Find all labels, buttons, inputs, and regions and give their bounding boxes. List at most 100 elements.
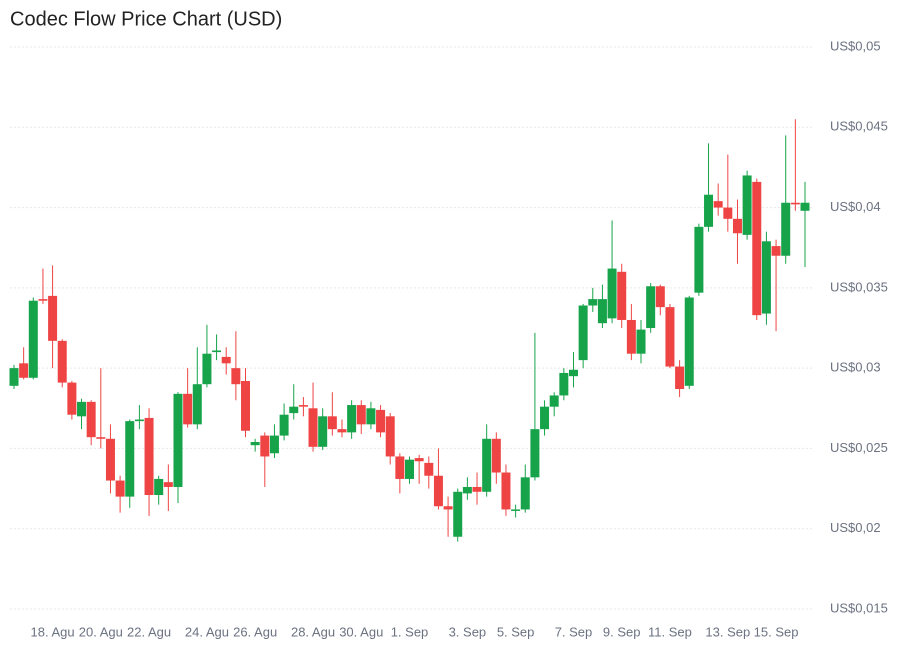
x-tick-label: 18. Agu <box>31 624 75 639</box>
candle-body <box>636 329 646 354</box>
candle-body <box>761 241 771 314</box>
candle-body <box>771 246 781 256</box>
y-tick-label: US$0,05 <box>830 38 881 53</box>
candle-body <box>617 271 627 320</box>
candle-body <box>154 478 164 495</box>
x-tick-label: 3. Sep <box>449 624 487 639</box>
candle-body <box>57 340 67 383</box>
candle-body <box>260 435 270 457</box>
x-tick-label: 28. Agu <box>291 624 335 639</box>
candle-body <box>385 416 395 457</box>
x-tick-label: 1. Sep <box>391 624 429 639</box>
candle-body <box>655 286 665 308</box>
candle-body <box>144 417 154 495</box>
x-tick-label: 7. Sep <box>555 624 593 639</box>
candle-body <box>501 472 511 510</box>
y-tick-label: US$0,035 <box>830 279 888 294</box>
candle-body <box>77 401 87 417</box>
candle-body <box>67 382 77 415</box>
x-tick-label: 22. Agu <box>127 624 171 639</box>
candle-body <box>472 486 482 492</box>
candle-body <box>665 307 675 367</box>
candle-body <box>530 429 540 478</box>
candle-body <box>549 395 559 407</box>
candle-body <box>318 416 328 447</box>
candle-body <box>607 268 617 319</box>
candle-body <box>183 393 193 425</box>
x-tick-label: 13. Sep <box>705 624 750 639</box>
y-tick-label: US$0,045 <box>830 119 888 134</box>
chart-title: Codec Flow Price Chart (USD) <box>10 8 282 30</box>
x-tick-label: 24. Agu <box>185 624 229 639</box>
candle-body <box>568 369 578 377</box>
candle-body <box>337 429 347 433</box>
candle-body <box>752 181 762 316</box>
y-tick-label: US$0,02 <box>830 520 881 535</box>
candle-body <box>279 414 289 436</box>
candle-body <box>742 175 752 235</box>
candle-body <box>9 368 19 386</box>
candle-body <box>578 305 588 361</box>
candle-body <box>405 459 414 479</box>
candle-body <box>221 356 231 364</box>
candle-body <box>443 506 453 510</box>
candle-body <box>115 480 125 497</box>
candle-body <box>540 406 550 430</box>
candle-body <box>800 202 810 211</box>
candle-body <box>173 393 183 487</box>
candle-body <box>96 437 106 439</box>
candle-body <box>202 353 212 385</box>
candle-body <box>376 409 386 433</box>
candle-body <box>28 300 38 378</box>
candle-body <box>694 226 704 293</box>
y-tick-label: US$0,015 <box>830 600 888 615</box>
candle-body <box>86 401 96 438</box>
candle-body <box>453 491 463 537</box>
candle-body <box>684 297 694 386</box>
candle-body <box>395 456 405 479</box>
candle-body <box>433 475 443 507</box>
candle-body <box>414 458 424 462</box>
candle-body <box>704 194 714 227</box>
candle-body <box>597 299 607 324</box>
x-tick-label: 15. Sep <box>754 624 799 639</box>
candle-body <box>250 442 260 446</box>
candle-body <box>163 482 173 487</box>
candle-body <box>347 405 357 433</box>
candle-body <box>308 408 318 447</box>
candle-body <box>356 405 366 425</box>
y-tick-label: US$0,025 <box>830 440 888 455</box>
candle-body <box>231 368 241 385</box>
candle-body <box>646 286 656 328</box>
x-tick-label: 30. Agu <box>339 624 383 639</box>
candle-body <box>48 295 58 341</box>
candle-body <box>366 408 376 425</box>
candle-body <box>491 438 501 473</box>
candle-body <box>790 202 800 205</box>
candle-body <box>327 416 337 430</box>
candle-body <box>511 509 521 511</box>
candle-body <box>462 486 472 494</box>
candle-body <box>269 435 279 454</box>
candle-body <box>626 319 636 354</box>
candle-body <box>520 477 530 510</box>
candle-body <box>19 363 29 378</box>
y-tick-label: US$0,04 <box>830 199 881 214</box>
candle-body <box>424 462 434 476</box>
candle-body <box>723 207 733 219</box>
candle-body <box>298 405 308 407</box>
candle-body <box>105 438 115 481</box>
x-tick-label: 5. Sep <box>497 624 535 639</box>
candle-body <box>192 384 202 425</box>
x-tick-label: 26. Agu <box>233 624 277 639</box>
candle-body <box>241 380 251 431</box>
x-tick-label: 9. Sep <box>603 624 641 639</box>
candle-body <box>482 438 492 492</box>
candle-body <box>559 372 569 396</box>
candle-body <box>781 202 791 256</box>
candle-body <box>134 419 144 422</box>
y-tick-label: US$0,03 <box>830 360 881 375</box>
candle-body <box>38 299 48 301</box>
x-tick-label: 20. Agu <box>79 624 123 639</box>
